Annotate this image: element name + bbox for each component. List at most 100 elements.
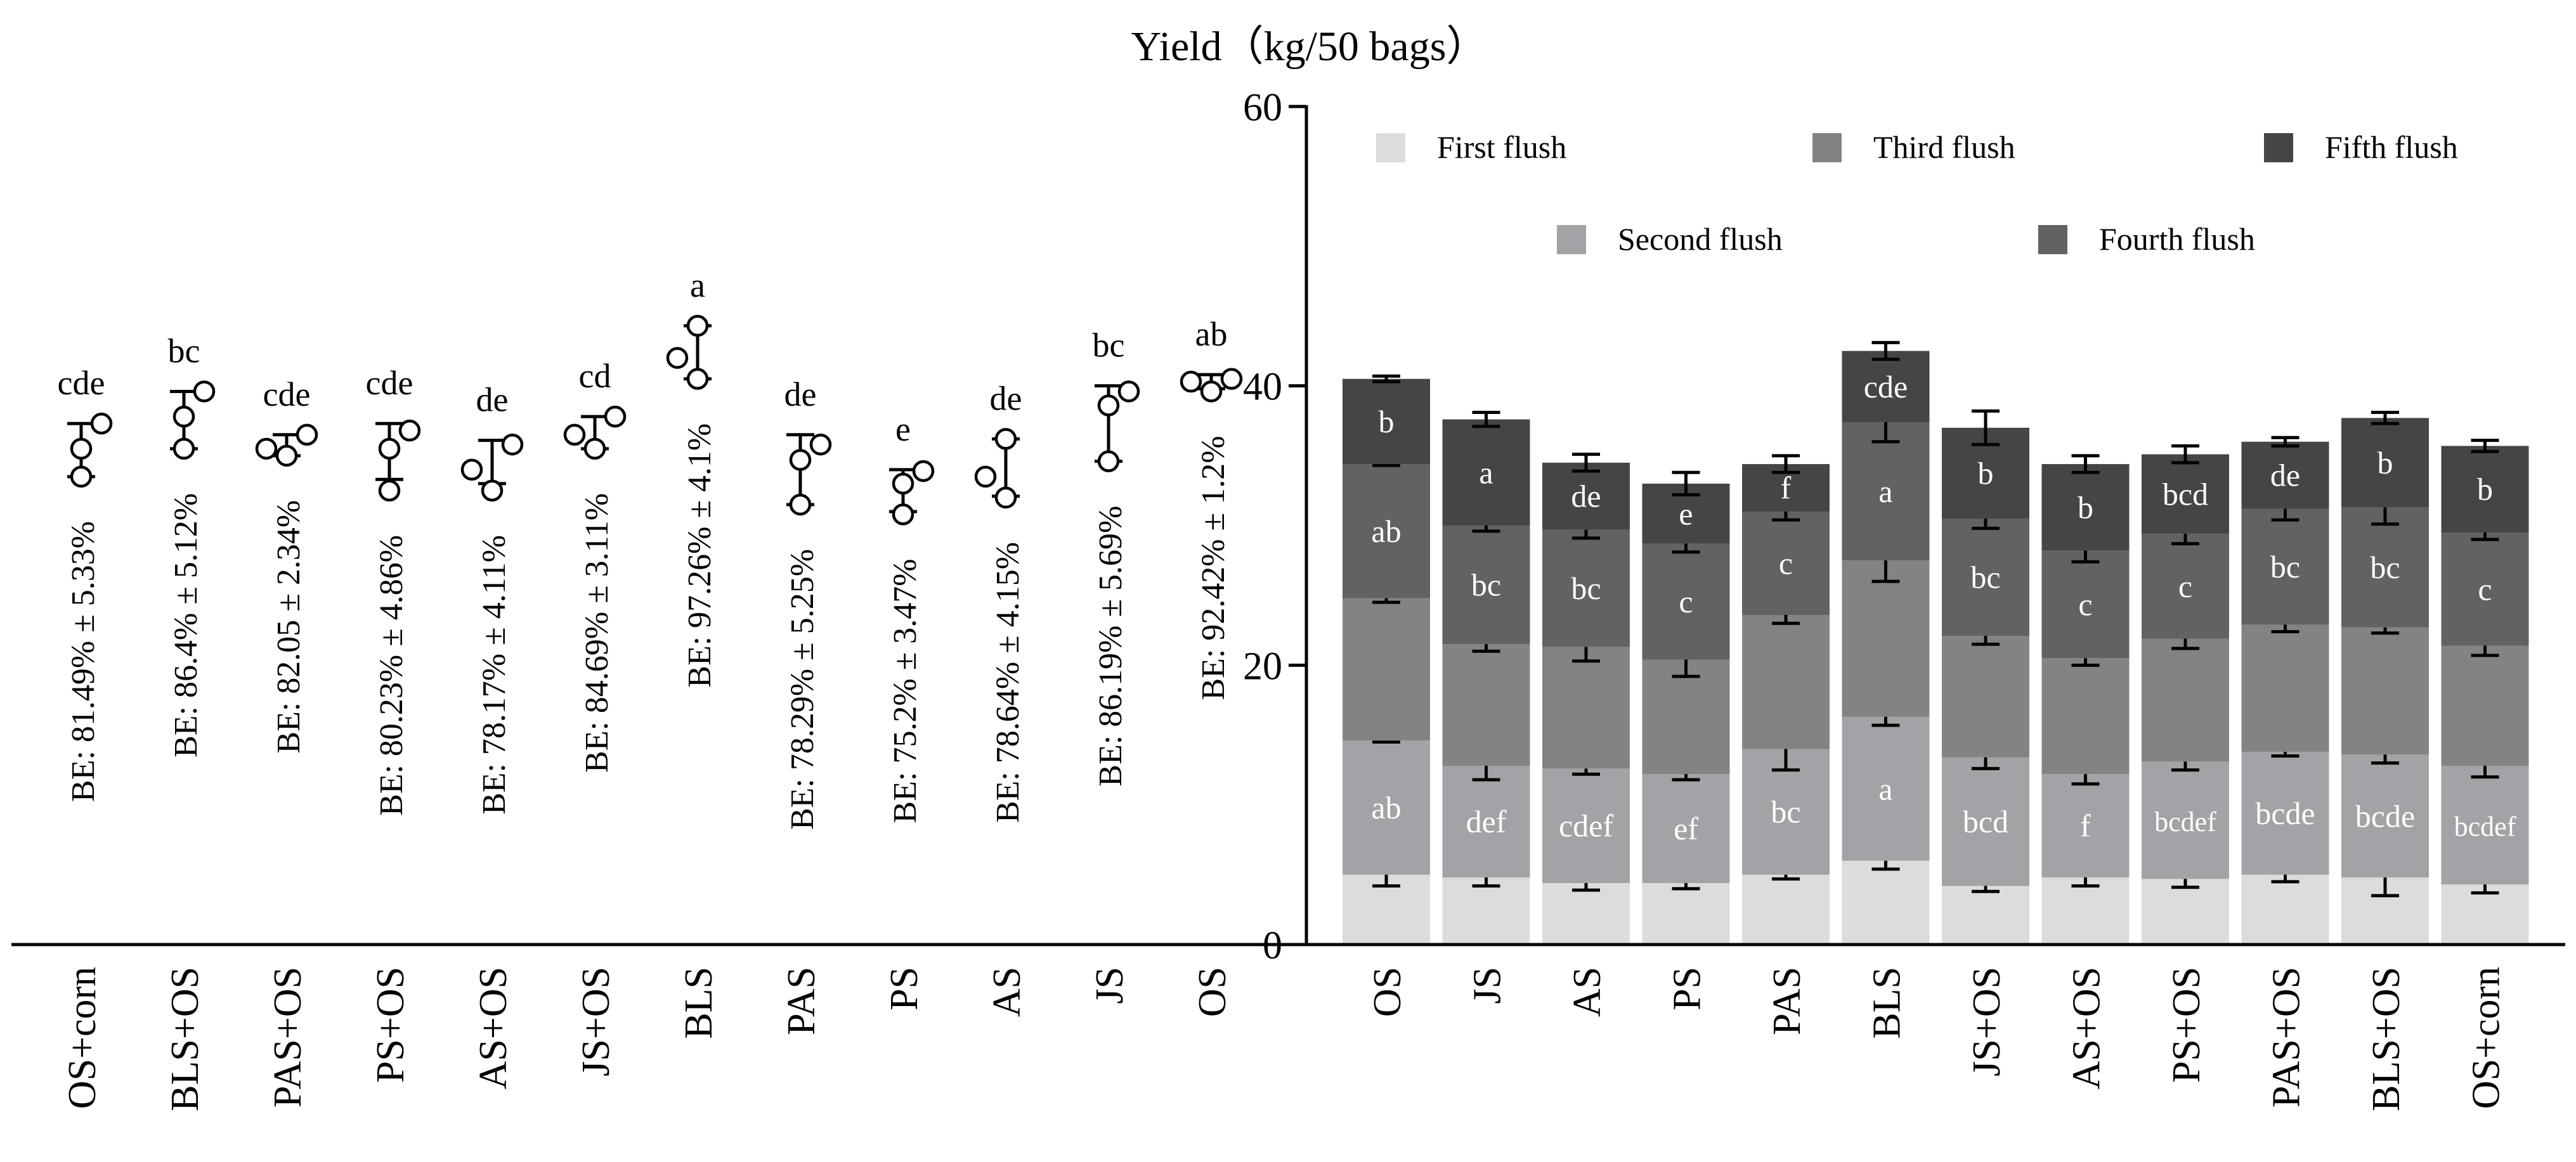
data-point (686, 368, 709, 390)
segment-letter: c (2478, 571, 2492, 607)
data-point (378, 437, 401, 460)
legend-label: Fifth flush (2325, 129, 2458, 165)
data-point (1180, 370, 1202, 393)
be-label: BE: 78.64% ± 4.15% (990, 542, 1026, 823)
stacked-bar-panel: OSababbJSdefbcaAScdefbcdePSefcePASbccfBL… (1343, 340, 2529, 1111)
dot-group: BLS a BE: 97.26% ± 4.1% (666, 266, 720, 1039)
bar-segment (2241, 751, 2329, 875)
data-point (172, 405, 195, 428)
bar-segment (2241, 441, 2329, 509)
bar-segment (2142, 534, 2229, 639)
segment-letter: bcd (1963, 804, 2008, 839)
bar-stack: PS ef c e (1642, 470, 1730, 1010)
segment-letter: bcd (2163, 476, 2208, 512)
y-tick-label: 0 (1263, 924, 1282, 967)
significance-letter: de (476, 381, 509, 419)
x-tick-label: PS+OS (2165, 967, 2208, 1083)
bar-segment (1442, 644, 1530, 766)
bar-segment (1942, 518, 2029, 636)
data-point (809, 433, 832, 456)
bar-segment (1343, 378, 1430, 465)
data-point (1200, 380, 1223, 403)
segment-letter: de (1571, 479, 1601, 514)
bar-segment (2142, 761, 2229, 879)
bar-stack: AS cdef bc de (1542, 453, 1630, 1017)
bar-segment (1442, 419, 1530, 526)
bar-stack: PS+OS bcdef c bcd (2142, 444, 2229, 1083)
bar-segment (2441, 765, 2529, 885)
bar-stack: BLS a a cde (1842, 340, 1930, 1039)
significance-letter: de (990, 379, 1022, 417)
data-point (892, 503, 914, 526)
bar-segment (1842, 351, 1930, 422)
significance-letter: cde (263, 375, 311, 413)
significance-letter: de (784, 375, 817, 413)
segment-letter: de (2270, 458, 2300, 493)
bar-segment (2241, 508, 2329, 625)
bar-segment (2142, 638, 2229, 762)
bar-segment (2441, 446, 2529, 533)
segment-letter: bcdef (2454, 811, 2516, 842)
segment-letter: c (1779, 545, 1793, 581)
dot-group: BLS+OS bc BE: 86.4% ± 5.12% (164, 332, 216, 1111)
bar-segment (2041, 877, 2130, 945)
bar-stack: JS+OS bcd bc b (1942, 409, 2029, 1076)
x-tick-label: JS (1466, 967, 1509, 1004)
be-label: BE: 86.19% ± 5.69% (1093, 506, 1129, 787)
segment-letter: b (2378, 445, 2393, 481)
be-label: BE: 97.26% ± 4.1% (682, 423, 718, 688)
legend-swatch (1376, 133, 1405, 162)
axes: 0 20 40 60 (11, 86, 2565, 967)
data-point (789, 449, 812, 471)
bar-segment (1942, 757, 2029, 886)
data-point (1097, 394, 1120, 416)
legend-label: Fourth flush (2099, 221, 2255, 257)
be-label: BE: 81.49% ± 5.33% (65, 521, 101, 802)
legend-item: Second flush (1557, 221, 1783, 257)
data-point (70, 437, 93, 460)
segment-letter: c (2178, 569, 2192, 604)
legend-swatch (2264, 133, 2293, 162)
data-point (193, 380, 216, 403)
segment-letter: b (1978, 455, 1994, 491)
data-point (296, 423, 318, 446)
segment-letter: bc (2270, 549, 2300, 584)
dot-group: JS+OS cd BE: 84.69% ± 3.11% (563, 357, 627, 1076)
be-label: BE: 82.05 ± 2.34% (271, 500, 307, 754)
segment-letter: b (1379, 404, 1395, 439)
y-tick-label: 20 (1243, 645, 1282, 688)
bar-segment (2341, 627, 2429, 755)
significance-letter: e (895, 410, 911, 448)
significance-letter: cde (58, 364, 105, 402)
data-point (974, 465, 997, 488)
data-point (666, 347, 689, 369)
segment-letter: bc (1771, 794, 1800, 830)
legend-label: Second flush (1618, 221, 1783, 257)
data-point (604, 405, 627, 428)
x-tick-label: BLS (677, 967, 720, 1039)
segment-letter: bcde (2355, 798, 2415, 834)
legend-label: Third flush (1873, 129, 2015, 165)
x-tick-label: AS (986, 967, 1029, 1017)
segment-letter: b (2477, 472, 2493, 507)
data-point (275, 444, 298, 467)
data-point (501, 433, 524, 456)
x-tick-label: JS+OS (1965, 967, 2008, 1076)
legend-swatch (1812, 133, 1842, 162)
significance-letter: ab (1195, 315, 1228, 353)
bar-stack: PAS bc c f (1742, 454, 1830, 1035)
legend-item: First flush (1376, 129, 1566, 165)
significance-letter: cd (579, 357, 611, 395)
bar-segment (2341, 754, 2429, 878)
data-point (994, 486, 1017, 509)
significance-letter: a (690, 266, 705, 304)
dot-group: AS+OS de BE: 78.17% ± 4.11% (460, 381, 524, 1089)
bar-segment (1343, 464, 1430, 598)
data-point (255, 437, 278, 460)
data-point (583, 437, 606, 460)
segment-letter: bc (2370, 550, 2400, 585)
x-tick-label: AS (1566, 967, 1609, 1017)
bar-segment (2241, 874, 2329, 945)
x-tick-label: AS+OS (472, 967, 515, 1089)
data-point (481, 479, 504, 502)
